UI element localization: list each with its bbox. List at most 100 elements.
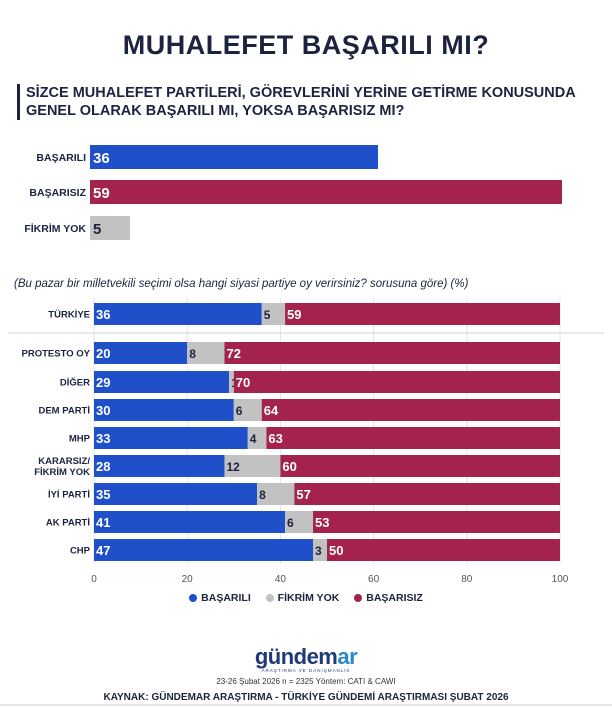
- source-note: KAYNAK: GÜNDEMAR ARAŞTIRMA - TÜRKİYE GÜN…: [103, 692, 509, 703]
- bar-value-mhp-basarisiz: 63: [268, 431, 282, 446]
- bar-protesto-oy-basarisiz: [224, 342, 561, 364]
- chart-subtitle: (Bu pazar bir milletvekili seçimi olsa h…: [14, 278, 469, 290]
- category-label-mhp: MHP: [69, 434, 91, 445]
- bar-value-türki-ye-fikrim-yok: 5: [264, 308, 271, 322]
- bar-value-dem-parti-basarisiz: 64: [264, 403, 279, 418]
- legend-dot-fikrim-yok: [265, 594, 274, 603]
- bar-ak-parti-fikrim-yok: [285, 511, 314, 533]
- chart-title: MUHALEFET BAŞARILI MI?: [122, 30, 490, 60]
- category-label-i-yi-parti: İYİ PARTİ: [48, 490, 90, 501]
- bar-value-di-ğer-basarili: 29: [96, 375, 110, 390]
- bar-value-chp-basarisiz: 50: [329, 543, 343, 558]
- logo-wordmark-b: ar: [337, 644, 358, 669]
- bar-i-yi-parti-basarisiz: [294, 483, 560, 505]
- legend-item-basarili: BAŞARILI: [189, 592, 251, 604]
- legend-dot-basarili: [189, 594, 198, 603]
- bar-başarili: [90, 145, 378, 169]
- category-label-kararsiz-fi-kri-m-yok-line1: KARARSIZ/: [38, 456, 90, 467]
- bar-value-protesto-oy-basarili: 20: [96, 346, 110, 361]
- bar-value-chp-basarili: 47: [96, 543, 110, 558]
- bar-value-chp-fikrim-yok: 3: [315, 544, 322, 558]
- bar-value-türki-ye-basarisiz: 59: [287, 307, 301, 322]
- bar-value-kararsiz-fi-kri-m-yok-basarisiz: 60: [282, 459, 296, 474]
- bar-türki-ye-fikrim-yok: [261, 303, 286, 325]
- survey-question: SİZCE MUHALEFET PARTİLERİ, GÖREVLERİNİ Y…: [17, 84, 586, 120]
- bar-mhp-basarisiz: [266, 427, 560, 449]
- bottom-divider: [0, 704, 612, 706]
- bar-kararsiz-fi-kri-m-yok-fikrim-yok: [224, 455, 281, 477]
- category-label-başarili: BAŞARILI: [36, 152, 86, 164]
- bar-ak-parti-basarisiz: [313, 511, 560, 533]
- bar-value-başarisiz: 59: [93, 185, 110, 202]
- bar-i-yi-parti-fikrim-yok: [257, 483, 295, 505]
- bar-value-protesto-oy-fikrim-yok: 8: [189, 347, 196, 361]
- bar-di-ğer-basarisiz: [233, 371, 561, 393]
- category-label-di-ğer: DİĞER: [60, 377, 90, 389]
- category-label-kararsiz-fi-kri-m-yok-line2: FİKRİM YOK: [34, 467, 90, 478]
- category-label-ak-parti: AK PARTİ: [46, 518, 90, 529]
- legend-label-fikrim-yok: FİKRİM YOK: [277, 592, 340, 604]
- bar-di-ğer-basarili: [94, 371, 230, 393]
- bar-value-i-yi-parti-basarili: 35: [96, 487, 110, 502]
- bar-value-başarili: 36: [93, 150, 110, 167]
- bar-di-ğer-fikrim-yok: [229, 371, 234, 393]
- bar-value-ak-parti-basarili: 41: [96, 515, 110, 530]
- bar-fi-kri-m-yok: [90, 216, 130, 240]
- bar-türki-ye-basarili: [94, 303, 262, 325]
- bar-value-mhp-fikrim-yok: 4: [250, 432, 257, 446]
- bar-value-ak-parti-basarisiz: 53: [315, 515, 329, 530]
- survey-meta: 23-26 Şubat 2026 n = 2325 Yöntem: CATI &…: [216, 677, 396, 686]
- logo-wordmark-a: gündem: [254, 644, 338, 669]
- bar-value-i-yi-parti-fikrim-yok: 8: [259, 488, 266, 502]
- bar-mhp-fikrim-yok: [247, 427, 267, 449]
- bar-value-protesto-oy-basarisiz: 72: [226, 346, 240, 361]
- bar-dem-parti-basarisiz: [261, 399, 560, 421]
- logo-wordmark: gündemar: [0, 646, 612, 668]
- bar-value-dem-parti-fikrim-yok: 6: [236, 404, 243, 418]
- legend-item-fikrim-yok: FİKRİM YOK: [265, 592, 340, 604]
- category-label-chp: CHP: [70, 546, 91, 557]
- gundemar-logo: gündemar ARAŞTIRMA VE DANIŞMANLIK: [0, 646, 612, 674]
- bar-value-i-yi-parti-basarisiz: 57: [296, 487, 310, 502]
- x-tick-60: 60: [368, 574, 380, 585]
- bar-protesto-oy-fikrim-yok: [187, 342, 225, 364]
- category-label-protesto-oy: PROTESTO OY: [22, 349, 91, 360]
- x-tick-100: 100: [552, 574, 569, 585]
- bar-chp-basarili: [94, 539, 314, 561]
- category-label-dem-parti: DEM PARTİ: [38, 406, 90, 417]
- x-tick-40: 40: [275, 574, 287, 585]
- x-tick-20: 20: [182, 574, 194, 585]
- bar-protesto-oy-basarili: [94, 342, 188, 364]
- bar-value-fi-kri-m-yok: 5: [93, 221, 101, 238]
- bar-value-türki-ye-basarili: 36: [96, 307, 110, 322]
- category-label-başarisiz: BAŞARISIZ: [29, 187, 86, 199]
- bar-value-di-ğer-basarisiz: 70: [236, 375, 250, 390]
- bar-value-mhp-basarili: 33: [96, 431, 110, 446]
- bar-başarisiz: [90, 180, 562, 204]
- bar-türki-ye-basarisiz: [285, 303, 560, 325]
- x-tick-80: 80: [461, 574, 473, 585]
- bar-chp-basarisiz: [327, 539, 560, 561]
- bar-kararsiz-fi-kri-m-yok-basarili: [94, 455, 225, 477]
- bar-value-dem-parti-basarili: 30: [96, 403, 110, 418]
- overall-results-chart: BAŞARILI 36 BAŞARISIZ 59 FİKRİM YOK 5: [24, 145, 562, 240]
- bar-value-kararsiz-fi-kri-m-yok-basarili: 28: [96, 459, 110, 474]
- legend-label-basarisiz: BAŞARISIZ: [366, 592, 423, 604]
- category-label-türki-ye: TÜRKİYE: [48, 310, 90, 321]
- category-label-fi-kri-m-yok: FİKRİM YOK: [24, 222, 86, 235]
- bar-mhp-basarili: [94, 427, 248, 449]
- legend-item-basarisiz: BAŞARISIZ: [354, 592, 423, 604]
- bar-value-kararsiz-fi-kri-m-yok-fikrim-yok: 12: [226, 460, 240, 474]
- legend-dot-basarisiz: [354, 594, 363, 603]
- legend: BAŞARILI FİKRİM YOK BAŞARISIZ: [0, 592, 612, 604]
- bar-dem-parti-fikrim-yok: [233, 399, 262, 421]
- bar-ak-parti-basarili: [94, 511, 286, 533]
- bar-i-yi-parti-basarili: [94, 483, 258, 505]
- bar-kararsiz-fi-kri-m-yok-basarisiz: [280, 455, 560, 477]
- bar-chp-fikrim-yok: [313, 539, 327, 561]
- bar-value-ak-parti-fikrim-yok: 6: [287, 516, 294, 530]
- legend-label-basarili: BAŞARILI: [201, 592, 251, 604]
- x-tick-0: 0: [91, 574, 97, 585]
- bar-dem-parti-basarili: [94, 399, 234, 421]
